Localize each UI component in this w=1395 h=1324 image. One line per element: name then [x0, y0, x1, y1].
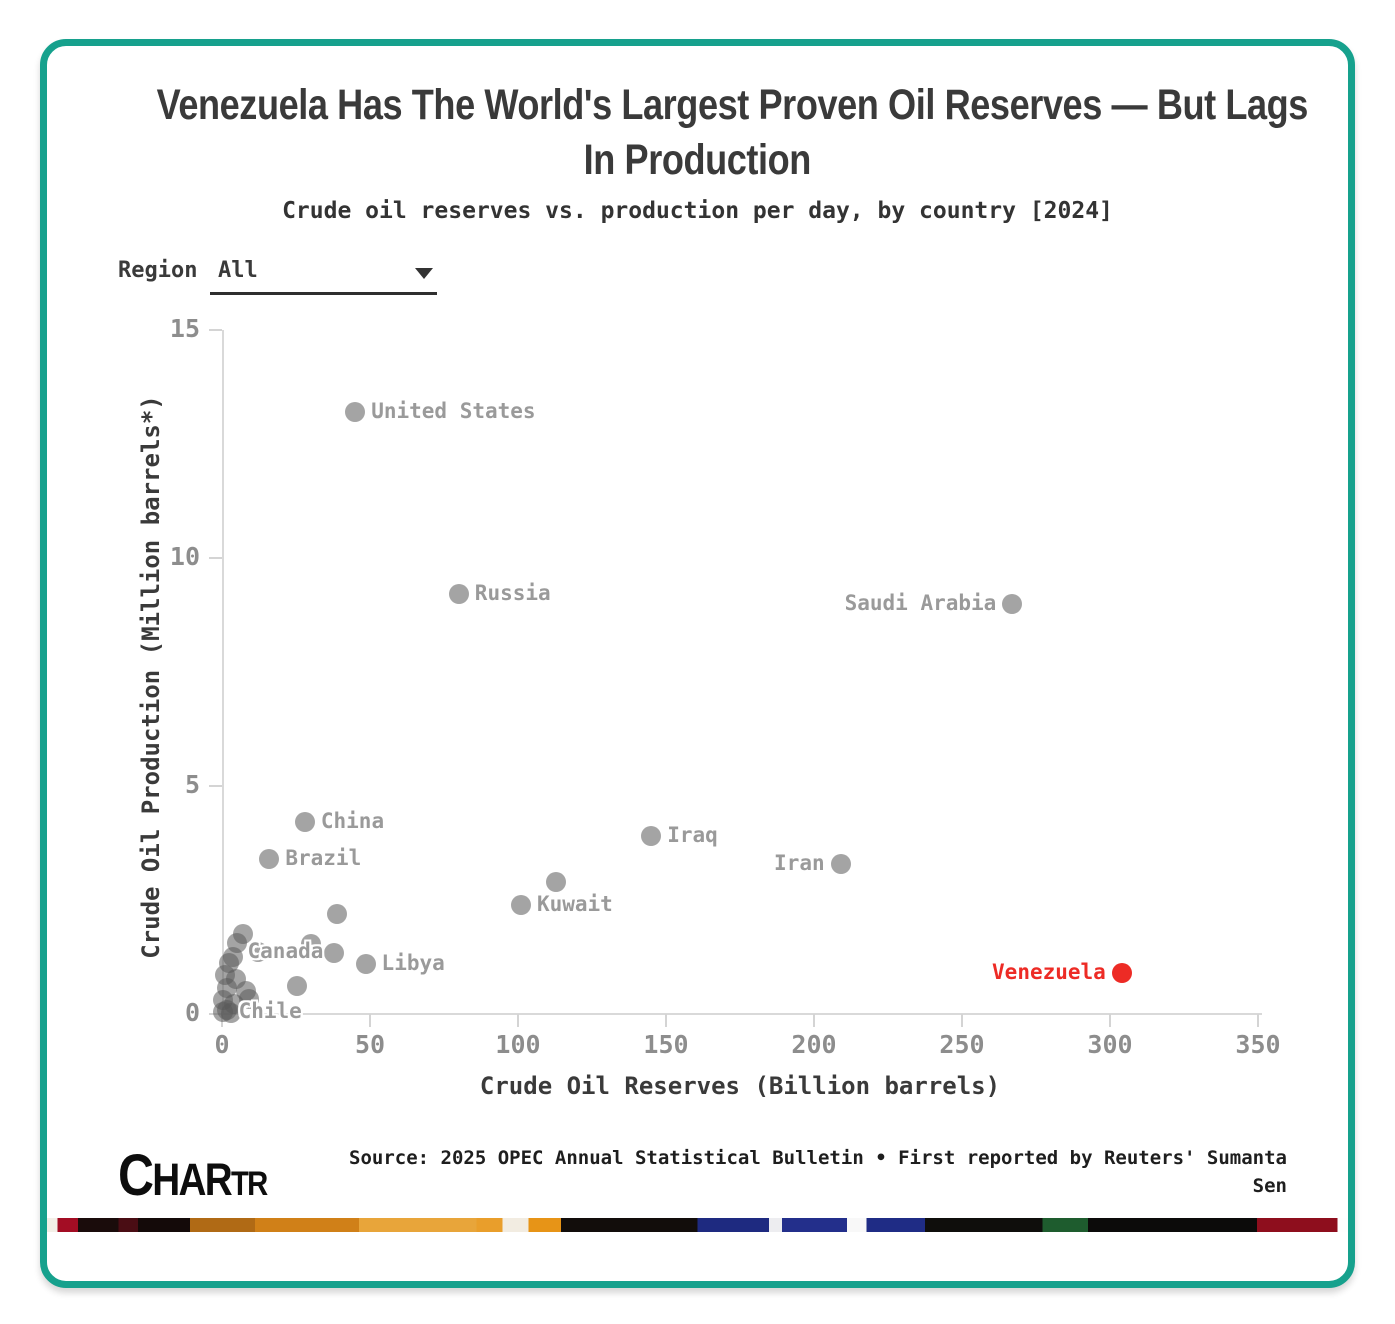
data-point-china[interactable] [294, 812, 315, 833]
source-text: Source: 2025 OPEC Annual Statistical Bul… [287, 1144, 1287, 1200]
data-point-iran[interactable] [830, 853, 851, 874]
x-tick-mark [1257, 1014, 1259, 1027]
y-axis-title: Crude Oil Production (Million barrels*) [137, 395, 165, 959]
photo-strip [47, 1218, 1348, 1232]
x-tick-mark [1109, 1014, 1111, 1027]
data-point-brazil[interactable] [259, 848, 280, 869]
x-tick-mark [665, 1014, 667, 1027]
point-label: Saudi Arabia [844, 590, 997, 615]
data-point-russia[interactable] [448, 584, 469, 605]
chart-subtitle: Crude oil reserves vs. production per da… [282, 198, 1113, 224]
point-label: Iran [774, 850, 825, 875]
x-tick-mark [369, 1014, 371, 1027]
point-label: Chile [238, 998, 302, 1023]
point-label: Brazil [285, 845, 362, 870]
x-tick-mark [517, 1014, 519, 1027]
caret-down-icon [415, 268, 433, 279]
y-tick-label: 5 [184, 770, 200, 799]
data-point-canada[interactable] [247, 941, 268, 962]
page-title: Venezuela Has The World's Largest Proven… [47, 78, 1348, 188]
x-tick-label: 150 [643, 1030, 689, 1059]
region-value: All [218, 258, 258, 283]
x-tick-label: 350 [1235, 1030, 1281, 1059]
x-axis-title: Crude Oil Reserves (Billion barrels) [479, 1072, 1001, 1100]
x-axis-line [222, 1013, 1262, 1015]
region-label: Region [118, 258, 198, 283]
page-title-line-2: In Production [583, 136, 812, 184]
source-line-1: Source: 2025 OPEC Annual Statistical Bul… [349, 1147, 1287, 1169]
y-tick-mark [209, 785, 222, 787]
y-tick-label: 15 [169, 314, 200, 343]
data-point-iraq[interactable] [641, 826, 662, 847]
logo-letter: T [230, 1165, 249, 1203]
point-label: United States [371, 398, 536, 423]
point-label: Canada [247, 938, 324, 963]
chartr-logo: CHARTR [118, 1142, 268, 1209]
data-point[interactable] [300, 934, 321, 955]
point-label: Kuwait [536, 891, 613, 916]
data-point[interactable] [327, 903, 348, 924]
data-point-libya[interactable] [355, 953, 376, 974]
logo-letter: A [178, 1154, 207, 1205]
data-point[interactable] [546, 871, 567, 892]
x-tick-mark [961, 1014, 963, 1027]
data-point-united-states[interactable] [345, 402, 366, 423]
point-label: Venezuela [992, 959, 1106, 984]
source-line-2: Sen [1252, 1175, 1287, 1197]
point-label: Russia [474, 581, 551, 606]
x-tick-label: 300 [1087, 1030, 1133, 1059]
y-tick-label: 10 [169, 542, 200, 571]
data-point-kuwait[interactable] [510, 894, 531, 915]
chart-card: Venezuela Has The World's Largest Proven… [40, 39, 1355, 1288]
point-label: China [320, 809, 385, 834]
point-label: Libya [381, 950, 445, 975]
data-point[interactable] [220, 1002, 241, 1023]
data-point-venezuela[interactable] [1111, 962, 1132, 983]
x-tick-mark [813, 1014, 815, 1027]
logo-letter: R [247, 1165, 268, 1203]
y-tick-mark [209, 329, 222, 331]
logo-letter: R [204, 1154, 233, 1205]
data-point-saudi-arabia[interactable] [1002, 593, 1023, 614]
y-axis-line [222, 330, 224, 1014]
data-point[interactable] [287, 976, 308, 997]
x-tick-label: 250 [939, 1030, 985, 1059]
y-tick-label: 0 [184, 998, 200, 1027]
logo-letter: C [118, 1143, 154, 1208]
page-title-line-1: Venezuela Has The World's Largest Proven… [156, 81, 1309, 129]
data-point[interactable] [324, 942, 345, 963]
x-tick-label: 0 [214, 1030, 230, 1059]
y-tick-mark [209, 557, 222, 559]
x-tick-label: 50 [354, 1030, 386, 1059]
logo-letter: H [152, 1154, 180, 1205]
region-dropdown[interactable]: All [210, 256, 437, 295]
plot-area: 0 50 100 150 200 250 300 350 0 5 10 15 United States… [170, 316, 1281, 1058]
x-tick-label: 100 [495, 1030, 541, 1059]
point-label: Iraq [667, 822, 718, 847]
x-tick-label: 200 [791, 1030, 837, 1059]
